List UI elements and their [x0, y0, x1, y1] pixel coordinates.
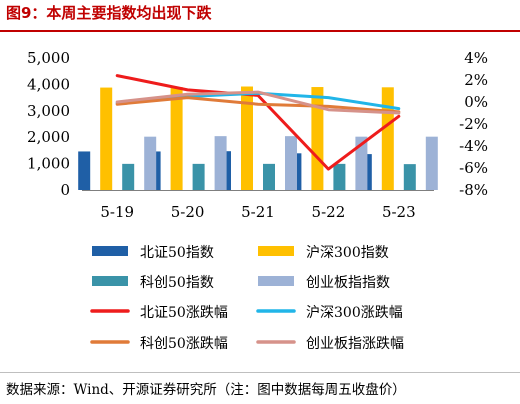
legend-swatch-4 — [258, 276, 294, 286]
legend-swatch-1 — [92, 246, 128, 256]
bar-2-1 — [100, 87, 113, 190]
right-axis-tick-label: 2% — [464, 71, 488, 89]
left-axis-tick-label: 1,000 — [27, 155, 70, 173]
bar-3-2 — [192, 163, 205, 190]
combo-chart: 0 1,000 2,000 3,000 4,000 5,000 -8% -6% -4% -2% 0%… — [27, 49, 488, 352]
line-series-3 — [115, 96, 401, 114]
right-axis-tick-label: -2% — [459, 115, 488, 133]
bar-3-4 — [333, 163, 346, 190]
source-rule — [0, 372, 520, 373]
figure-title: 图9：本周主要指数均出现下跌 — [6, 4, 212, 22]
right-axis-tick-label: 4% — [464, 49, 488, 67]
legend-label-1: 北证50指数 — [140, 245, 214, 261]
bar-3-1 — [122, 163, 135, 190]
line-series-1 — [115, 74, 401, 171]
bar-4-2 — [214, 136, 227, 190]
left-axis-tick-label: 3,000 — [27, 102, 70, 120]
bar-3-5 — [403, 164, 416, 190]
legend-swatch-3 — [92, 276, 128, 286]
line-series-4 — [115, 90, 401, 115]
right-axis-tick-label: -8% — [459, 181, 488, 199]
x-axis-tick-label: 5-20 — [171, 203, 205, 221]
left-axis-tick-label: 0 — [60, 181, 70, 199]
bar-2-3 — [241, 86, 253, 190]
bar-4-1 — [144, 136, 157, 190]
x-axis-tick-label: 5-22 — [312, 203, 346, 221]
legend-label-2: 沪深300指数 — [306, 245, 389, 261]
bar-1-1 — [78, 151, 91, 190]
bar-3-3 — [263, 163, 275, 190]
bar-4-5 — [425, 136, 438, 190]
bar-2-5 — [381, 87, 394, 190]
right-axis-tick-label: -4% — [459, 137, 488, 155]
bar-2-4 — [311, 87, 324, 190]
x-axis-tick-label: 5-21 — [241, 203, 275, 221]
left-axis-tick-label: 5,000 — [27, 49, 70, 67]
legend-label-6: 沪深300涨跌幅 — [306, 305, 403, 321]
legend-swatch-2 — [258, 246, 294, 256]
title-rule — [0, 30, 520, 32]
bar-4-3 — [285, 136, 297, 190]
legend-label-3: 科创50指数 — [140, 275, 214, 291]
left-axis-tick-label: 4,000 — [27, 75, 70, 93]
legend-label-8: 创业板指涨跌幅 — [306, 336, 404, 352]
legend-label-4: 创业板指指数 — [306, 275, 390, 291]
bar-2-2 — [170, 87, 183, 190]
x-axis-tick-label: 5-19 — [100, 203, 134, 221]
source-note: 数据来源：Wind、开源证券研究所（注：图中数据每周五收盘价） — [6, 382, 406, 398]
x-axis-tick-label: 5-23 — [382, 203, 416, 221]
legend-label-7: 科创50涨跌幅 — [140, 336, 228, 352]
bar-4-4 — [355, 136, 368, 190]
left-axis-tick-label: 2,000 — [27, 128, 70, 146]
right-axis-tick-label: -6% — [459, 159, 488, 177]
right-axis-tick-label: 0% — [464, 93, 488, 111]
legend-label-5: 北证50涨跌幅 — [140, 305, 228, 321]
